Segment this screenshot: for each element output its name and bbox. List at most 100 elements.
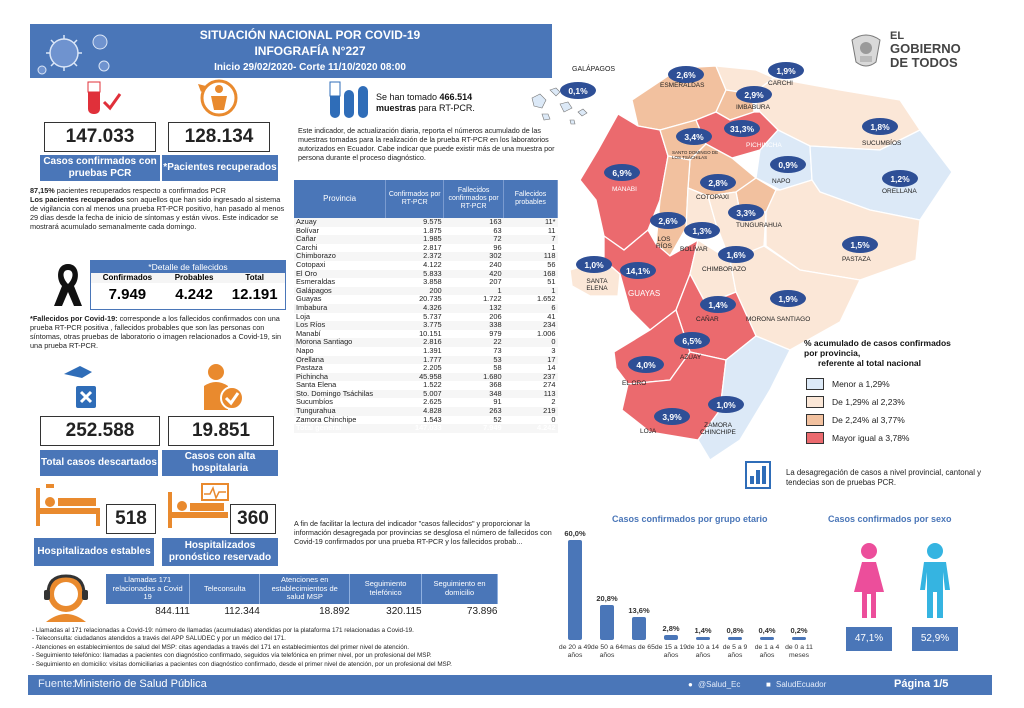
hosp-reserved-value: 360 [230,504,276,534]
deaths-note-text: corresponde a los fallecidos confirmados… [30,314,282,350]
cell-deaths-confirmed: 979 [489,328,502,338]
footer-twitter[interactable]: @Salud_Ec [698,680,741,689]
cell-province: Chimborazo [294,252,386,261]
cell-deaths-probable: 2 [551,397,556,407]
samples-value: 466.514 [439,92,473,102]
total-confirmed: 147.033 [385,424,444,433]
calls-value-seg-domicilio: 73.896 [466,605,498,617]
age-bar-value: 20,8% [596,594,618,604]
cell-deaths-probable: 0 [551,414,556,424]
cell-confirmed: 5.737 [423,311,442,321]
table-row: Napo 1.391 73 3 [294,345,558,356]
call-center-agent-icon [44,574,88,622]
col-confirmed: Confirmados por RT-PCR [385,180,445,218]
map-pct-loja: 3,9% [654,408,690,425]
age-bar-value: 13,6% [628,606,650,616]
map-pct-napo: 0,9% [770,156,806,173]
page-title: SITUACIÓN NACIONAL POR COVID-19 [199,28,421,42]
map-label-el-oro: EL ORO [622,380,647,387]
map-label-cotopaxi: COTOPAXI [696,194,729,201]
map-pct-gal-pagos: 0,1% [560,82,596,99]
samples-suffix: para RT-PCR. [416,103,475,113]
table-row: Los Ríos 3.775 338 234 [294,321,558,330]
cell-deaths-probable: 1 [551,242,556,252]
legend-label-mid-high: De 2,24% al 3,77% [832,415,905,425]
test-tubes-icon [329,81,368,118]
cell-deaths-probable: 234 [503,321,558,330]
table-row: Bolívar 1.875 63 11 [294,226,558,236]
map-pct-santo-domingo-de-los-ts-chilas: 3,4% [676,128,712,145]
note-line: - Seguimiento telefónico: llamadas a pac… [32,652,432,660]
facebook-icon[interactable]: ■ [766,680,771,689]
map-pct-zamora-chinchipe: 1,0% [708,396,744,413]
table-total-row: Total general 147.033 7.949 4.242 [294,424,558,433]
table-row: Chimborazo 2.372 302 118 [294,252,558,261]
cell-deaths-probable: 56 [547,259,556,269]
cell-deaths-confirmed: 132 [443,303,504,313]
col-province: Provincia [294,180,387,218]
deaths-header-total: Total [245,273,264,282]
recovered-description: 87,15% pacientes recuperados respecto a … [30,186,286,231]
province-table: Provincia Confirmados por RT-PCR Falleci… [294,180,558,433]
table-row: Pichincha 45.958 1.680 237 [294,372,558,382]
age-bar [568,540,582,640]
province-pastaza [765,179,921,281]
cell-deaths-confirmed: 240 [489,259,502,269]
map-label-bolivar: BOLÍVAR [680,246,708,253]
map-label-imbabura: IMBABURA [736,104,770,111]
document-chart-icon [745,461,771,489]
male-icon [920,543,950,618]
cell-province: Loja [296,311,310,321]
map-label-loja: LOJA [640,428,657,435]
cell-confirmed: 2.372 [385,252,444,261]
total-label: Total general [294,424,386,433]
table-row: Imbabura 4.326 132 6 [294,303,558,313]
discarded-value: 252.588 [40,416,160,446]
cell-deaths-probable: 0 [503,338,558,347]
discharged-label: Casos con alta hospitalaria [162,450,278,476]
map-pct-esmeraldas: 2,6% [668,66,704,83]
age-bar [792,637,806,640]
cell-deaths-confirmed: 348 [443,389,504,399]
calls-value-teleconsulta: 112.344 [224,605,260,617]
legend-item-low: Menor a 1,29% [806,378,890,390]
cell-deaths-probable: 274 [543,380,556,390]
cell-province: Azuay [294,217,386,227]
samples-text: Se han tomado 466.514 muestras para RT-P… [376,92,526,114]
cell-confirmed: 9.575 [385,217,444,227]
cell-province: Los Ríos [294,321,386,330]
footer-facebook[interactable]: SaludEcuador [776,680,827,689]
cell-deaths-confirmed: 420 [443,269,504,279]
calls-values-row: 844.111 112.344 18.892 320.115 73.896 [106,604,498,617]
cell-province: Pichincha [294,372,386,382]
cell-deaths-probable: 118 [503,252,558,261]
cell-confirmed: 1.391 [423,345,442,355]
cell-deaths-confirmed: 22 [443,338,504,347]
calls-col-teleconsulta: Teleconsulta [189,574,261,604]
recovered-person-icon [198,79,238,117]
map-label-azuay: AZUAY [680,354,702,361]
twitter-icon[interactable]: ● [688,680,693,689]
calls-value-171: 844.111 [155,605,190,617]
col-deaths-confirmed: Fallecidos confirmados por RT-PCR [443,180,505,218]
cell-province: Morona Santiago [294,338,386,347]
legend-title-2: por provincia, [804,348,861,358]
age-bar [632,617,646,640]
hosp-stable-label: Hospitalizados estables [34,538,154,566]
province-zamora-chinchipe [697,335,791,461]
map-label-carchi: CARCHI [768,80,793,87]
header-banner [30,24,552,78]
calls-col-seg-telefonico: Seguimiento telefónico [349,574,423,604]
cell-deaths-probable: 1 [503,286,558,296]
legend-item-mid-high: De 2,24% al 3,77% [806,414,905,426]
samples-bold: muestras [376,103,417,113]
cell-confirmed: 1.985 [385,235,444,244]
table-row: Sucumbíos 2.625 91 2 [294,398,558,407]
female-pct: 47,1% [846,627,892,651]
cell-deaths-probable: 1.652 [537,294,556,304]
table-row: Sto. Domingo Tsáchilas 5.007 348 113 [294,389,558,399]
hosp-reserved-label: Hospitalizados pronóstico reservado [162,538,278,566]
discharged-value: 19.851 [168,416,274,446]
logo-line-1: EL [890,30,905,42]
cell-deaths-confirmed: 302 [443,252,504,261]
